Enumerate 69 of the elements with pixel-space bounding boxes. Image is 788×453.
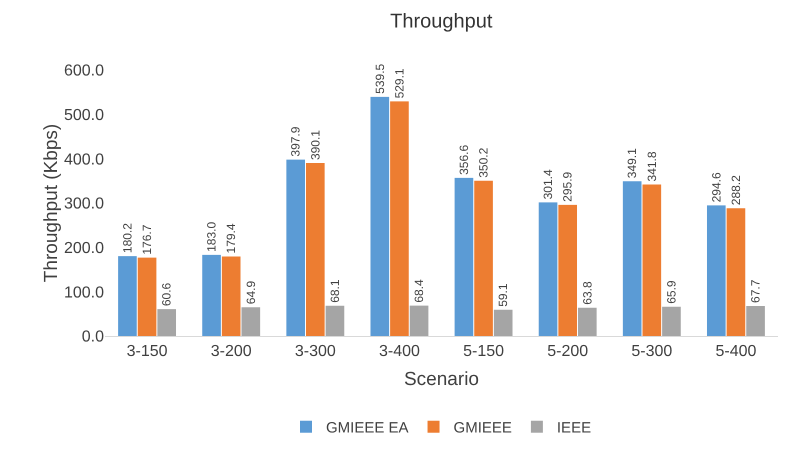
bar <box>202 254 221 336</box>
x-tick-label: 3-150 <box>126 343 168 360</box>
data-label: 349.1 <box>625 148 640 178</box>
data-label: 294.6 <box>709 172 724 202</box>
x-axis-title: Scenario <box>404 369 479 390</box>
bar <box>538 202 558 336</box>
data-label: 67.7 <box>748 279 763 303</box>
y-tick-label: 500.0 <box>64 106 104 124</box>
x-tick-label: 5-300 <box>631 343 672 360</box>
x-tick-label: 5-200 <box>547 343 588 360</box>
bar <box>706 205 726 336</box>
bar <box>726 208 746 336</box>
data-label: 295.9 <box>560 171 575 202</box>
bar <box>241 307 260 336</box>
data-label: 183.0 <box>204 222 219 252</box>
bar <box>326 306 344 336</box>
data-label: 397.9 <box>288 126 303 157</box>
y-tick-label: 200.0 <box>64 240 104 257</box>
data-label: 63.8 <box>580 281 594 305</box>
x-tick-label: 5-400 <box>715 343 757 360</box>
data-label: 539.5 <box>372 63 387 94</box>
bar <box>622 181 642 336</box>
x-tick-label: 3-400 <box>378 343 420 360</box>
data-label: 529.1 <box>392 68 406 98</box>
data-label: 65.9 <box>664 280 678 304</box>
data-label: 390.1 <box>308 130 322 160</box>
bar <box>662 306 681 336</box>
data-label: 180.2 <box>120 222 134 254</box>
data-label: 68.1 <box>328 279 342 303</box>
data-label: 59.1 <box>496 283 510 307</box>
x-tick-label: 3-200 <box>210 343 252 360</box>
bar <box>370 96 390 336</box>
legend-label: IEEE <box>556 420 592 437</box>
y-tick-label: 100.0 <box>64 284 104 302</box>
bar <box>746 306 765 336</box>
bar <box>410 306 428 336</box>
bar <box>118 256 137 336</box>
data-label: 68.4 <box>412 279 426 303</box>
legend-label: GMIEEE EA <box>326 420 409 437</box>
legend-label: GMIEEE <box>454 420 512 437</box>
data-label: 350.2 <box>476 147 491 178</box>
data-label: 179.4 <box>224 223 238 254</box>
bar <box>286 160 306 336</box>
x-tick-label: 5-150 <box>463 343 504 360</box>
data-label: 176.7 <box>140 224 154 255</box>
data-label: 288.2 <box>728 174 743 206</box>
bar <box>642 184 662 336</box>
data-label: 301.4 <box>541 169 556 200</box>
bar <box>494 310 513 336</box>
bar <box>474 180 493 336</box>
data-label: 64.9 <box>244 280 258 304</box>
bar <box>222 256 241 336</box>
bar <box>138 258 156 336</box>
y-axis-title: Throughput (Kbps) <box>40 124 62 282</box>
data-label: 341.8 <box>644 151 659 182</box>
bar <box>578 308 597 336</box>
y-tick-label: 300.0 <box>64 196 104 213</box>
bar <box>157 309 176 336</box>
bar <box>454 178 474 336</box>
bar <box>558 204 578 336</box>
data-label: 356.6 <box>456 144 471 175</box>
y-tick-label: 600.0 <box>64 62 104 80</box>
bar <box>306 163 325 336</box>
y-tick-label: 0.0 <box>82 328 104 346</box>
y-tick-label: 400.0 <box>64 151 104 168</box>
data-label: 60.6 <box>160 282 174 306</box>
x-tick-label: 3-300 <box>294 343 336 360</box>
bar <box>390 101 409 336</box>
chart-title: Throughput <box>390 10 493 33</box>
